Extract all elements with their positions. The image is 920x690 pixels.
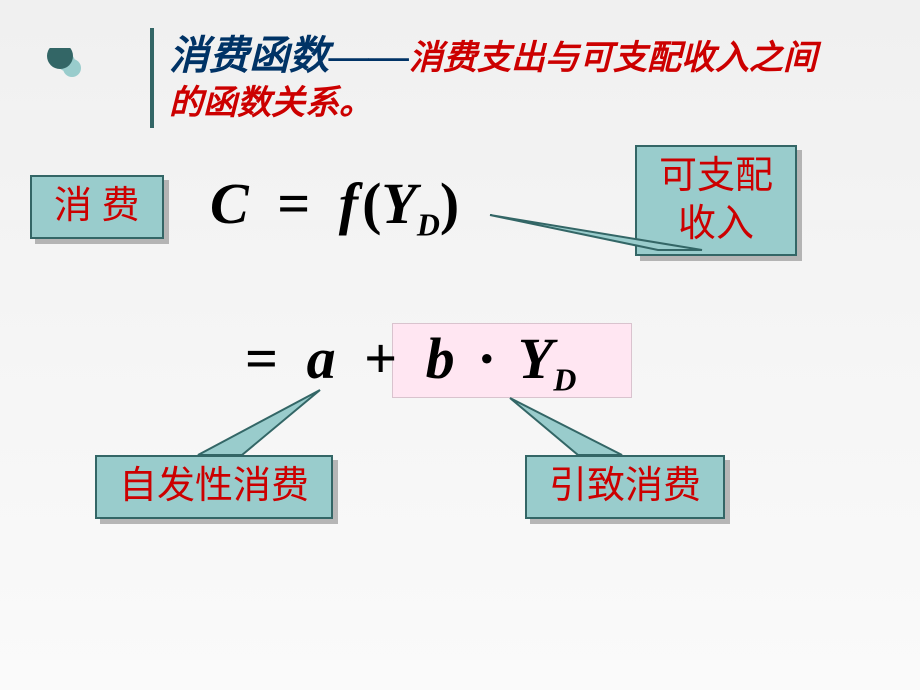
callout-autonomous-text: 自发性消费 <box>119 465 309 507</box>
sym-plus: + <box>364 326 397 391</box>
callout-consumption: 消 费 <box>30 175 164 239</box>
formula-line2: = a + b · YD <box>245 325 576 399</box>
pointer-autonomous <box>196 388 324 459</box>
sym-rp: ) <box>440 171 459 236</box>
sym-D1: D <box>417 208 440 243</box>
sym-f: f <box>339 171 358 236</box>
callout-disposable-line1: 可支配 <box>659 155 773 197</box>
pointer-disposable <box>488 213 706 254</box>
sym-a: a <box>307 326 336 391</box>
formula-area: 消 费 可支配 收入 自发性消费 引致消费 C = f(YD) = a + b … <box>0 150 920 650</box>
sym-C: C <box>210 171 249 236</box>
sym-Y1: Y <box>381 171 416 236</box>
sym-dot: · <box>477 326 496 391</box>
title-text: 消费函数——消费支出与可支配收入之间的函数关系。 <box>150 28 830 128</box>
sym-eq2: = <box>245 326 278 391</box>
sym-eq1: = <box>277 171 310 236</box>
callout-induced-text: 引致消费 <box>549 465 701 507</box>
sym-Y2: Y <box>518 326 553 391</box>
callout-consumption-text: 消 费 <box>54 185 140 227</box>
title-main: 消费函数—— <box>169 33 409 78</box>
formula-line1: C = f(YD) <box>210 170 459 244</box>
callout-induced-consumption: 引致消费 <box>525 455 725 519</box>
callout-autonomous-consumption: 自发性消费 <box>95 455 333 519</box>
slide-title-region: 消费函数——消费支出与可支配收入之间的函数关系。 <box>40 28 880 138</box>
sym-b: b <box>426 326 455 391</box>
sym-lp: ( <box>362 171 381 236</box>
pointer-induced <box>508 396 626 459</box>
title-bullets <box>40 48 110 113</box>
sym-D2: D <box>553 363 576 398</box>
